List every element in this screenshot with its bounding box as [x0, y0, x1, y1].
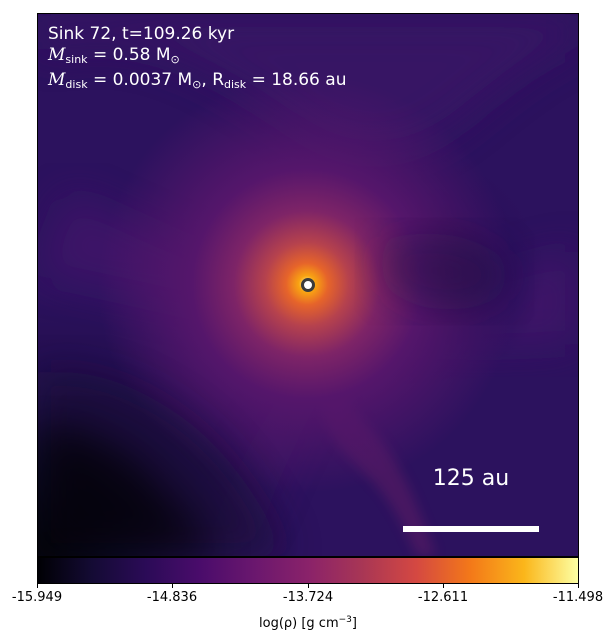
- sink-mass-line: Msink = 0.58 M⊙: [48, 45, 346, 70]
- scale-bar-line: [403, 526, 539, 532]
- disk-properties-line: Mdisk = 0.0037 M⊙, Rdisk = 18.66 au: [48, 70, 346, 95]
- colorbar-tick-2: [172, 584, 173, 588]
- colorbar-tick-4: [443, 584, 444, 588]
- simulation-annotation: Sink 72, t=109.26 kyr Msink = 0.58 M⊙ Md…: [48, 24, 346, 95]
- sink-mass-subscript: sink: [65, 53, 88, 66]
- sink-mass-symbol: M: [48, 45, 66, 65]
- colorbar-tick-1: [37, 584, 38, 588]
- density-map: [38, 14, 578, 556]
- colorbar-tick-label-2: -14.836: [146, 590, 198, 605]
- disk-mass-subscript: disk: [65, 78, 88, 91]
- density-map-panel: Sink 72, t=109.26 kyr Msink = 0.58 M⊙ Md…: [37, 13, 579, 557]
- disk-mass-sun-symbol: ⊙: [192, 78, 202, 91]
- sink-time-line: Sink 72, t=109.26 kyr: [48, 24, 235, 44]
- disk-mass-value: = 0.0037 M: [92, 70, 193, 90]
- sink-mass-value: = 0.58 M: [92, 45, 171, 65]
- disk-radius-separator: , R: [201, 70, 225, 90]
- colorbar-label-suffix: ]: [351, 616, 357, 631]
- colorbar-tick-label-5: -11.498: [552, 590, 604, 605]
- colorbar-axis-label: log(ρ) [g cm−3]: [0, 612, 616, 632]
- disk-mass-symbol: M: [48, 70, 66, 90]
- colorbar-tick-label-1: -15.949: [11, 590, 63, 605]
- colorbar-label-prefix: log(ρ) [g cm: [259, 616, 339, 631]
- density-colorbar: [37, 557, 579, 584]
- colorbar-label-exponent: −3: [338, 615, 352, 625]
- colorbar-tick-3: [308, 584, 309, 588]
- colorbar-tick-label-4: -12.611: [417, 590, 469, 605]
- disk-radius-value: = 18.66 au: [251, 70, 347, 90]
- scale-bar-label: 125 au: [432, 466, 510, 491]
- colorbar-tick-5: [578, 584, 579, 588]
- disk-radius-subscript: disk: [224, 78, 247, 91]
- sink-mass-sun-symbol: ⊙: [170, 53, 180, 66]
- colorbar-tick-label-3: -13.724: [282, 590, 334, 605]
- sink-marker: [301, 278, 315, 292]
- scale-bar: 125 au: [403, 466, 539, 532]
